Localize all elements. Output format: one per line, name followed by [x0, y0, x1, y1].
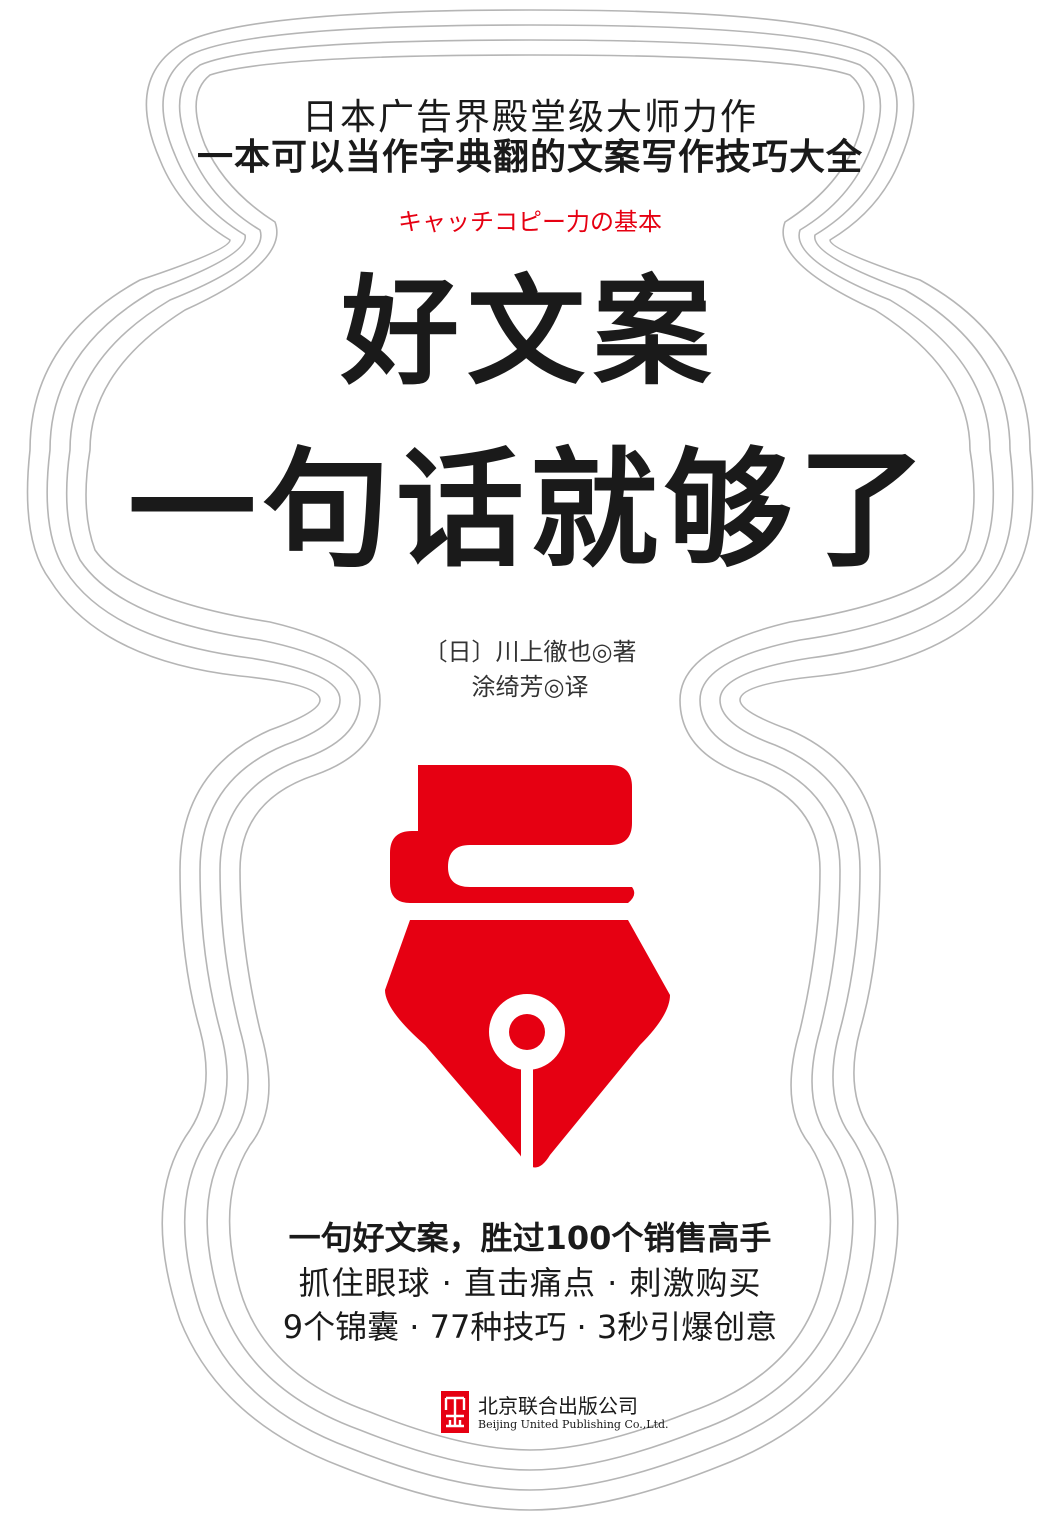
slogan-line-2: 抓住眼球 · 直击痛点 · 刺激购买 [298, 1264, 762, 1302]
book-title-line-2: 一句话就够了 [127, 436, 932, 585]
publisher-name-chinese: 北京联合出版公司 [478, 1394, 638, 1418]
contour-line-4 [85, 54, 975, 1451]
translator-credit: 涂绮芳◎译 [471, 673, 589, 701]
contour-line-3 [26, 9, 1034, 1511]
publisher-seal-icon [441, 1391, 469, 1433]
japanese-subtitle: キャッチコピー力の基本 [398, 208, 662, 236]
publisher-name-english: Beijing United Publishing Co.,Ltd. [478, 1418, 669, 1431]
book-title-line-1: 好文案 [340, 263, 719, 401]
tagline-line-1: 日本广告界殿堂级大师力作 [301, 97, 758, 138]
pen-nib-slit [521, 1055, 533, 1175]
slogan-line-1: 一句好文案，胜过100个销售高手 [288, 1219, 772, 1257]
author-credit: 〔日〕川上徹也◎著 [423, 638, 637, 666]
contour-line-2 [46, 24, 1014, 1491]
pen-cap-shape [390, 765, 635, 903]
tagline-line-2: 一本可以当作字典翻的文案写作技巧大全 [196, 137, 863, 178]
fountain-pen-nib-icon [385, 765, 670, 1175]
slogan-line-3: 9个锦囊 · 77种技巧 · 3秒引爆创意 [282, 1308, 778, 1346]
contour-line-1 [65, 39, 995, 1471]
